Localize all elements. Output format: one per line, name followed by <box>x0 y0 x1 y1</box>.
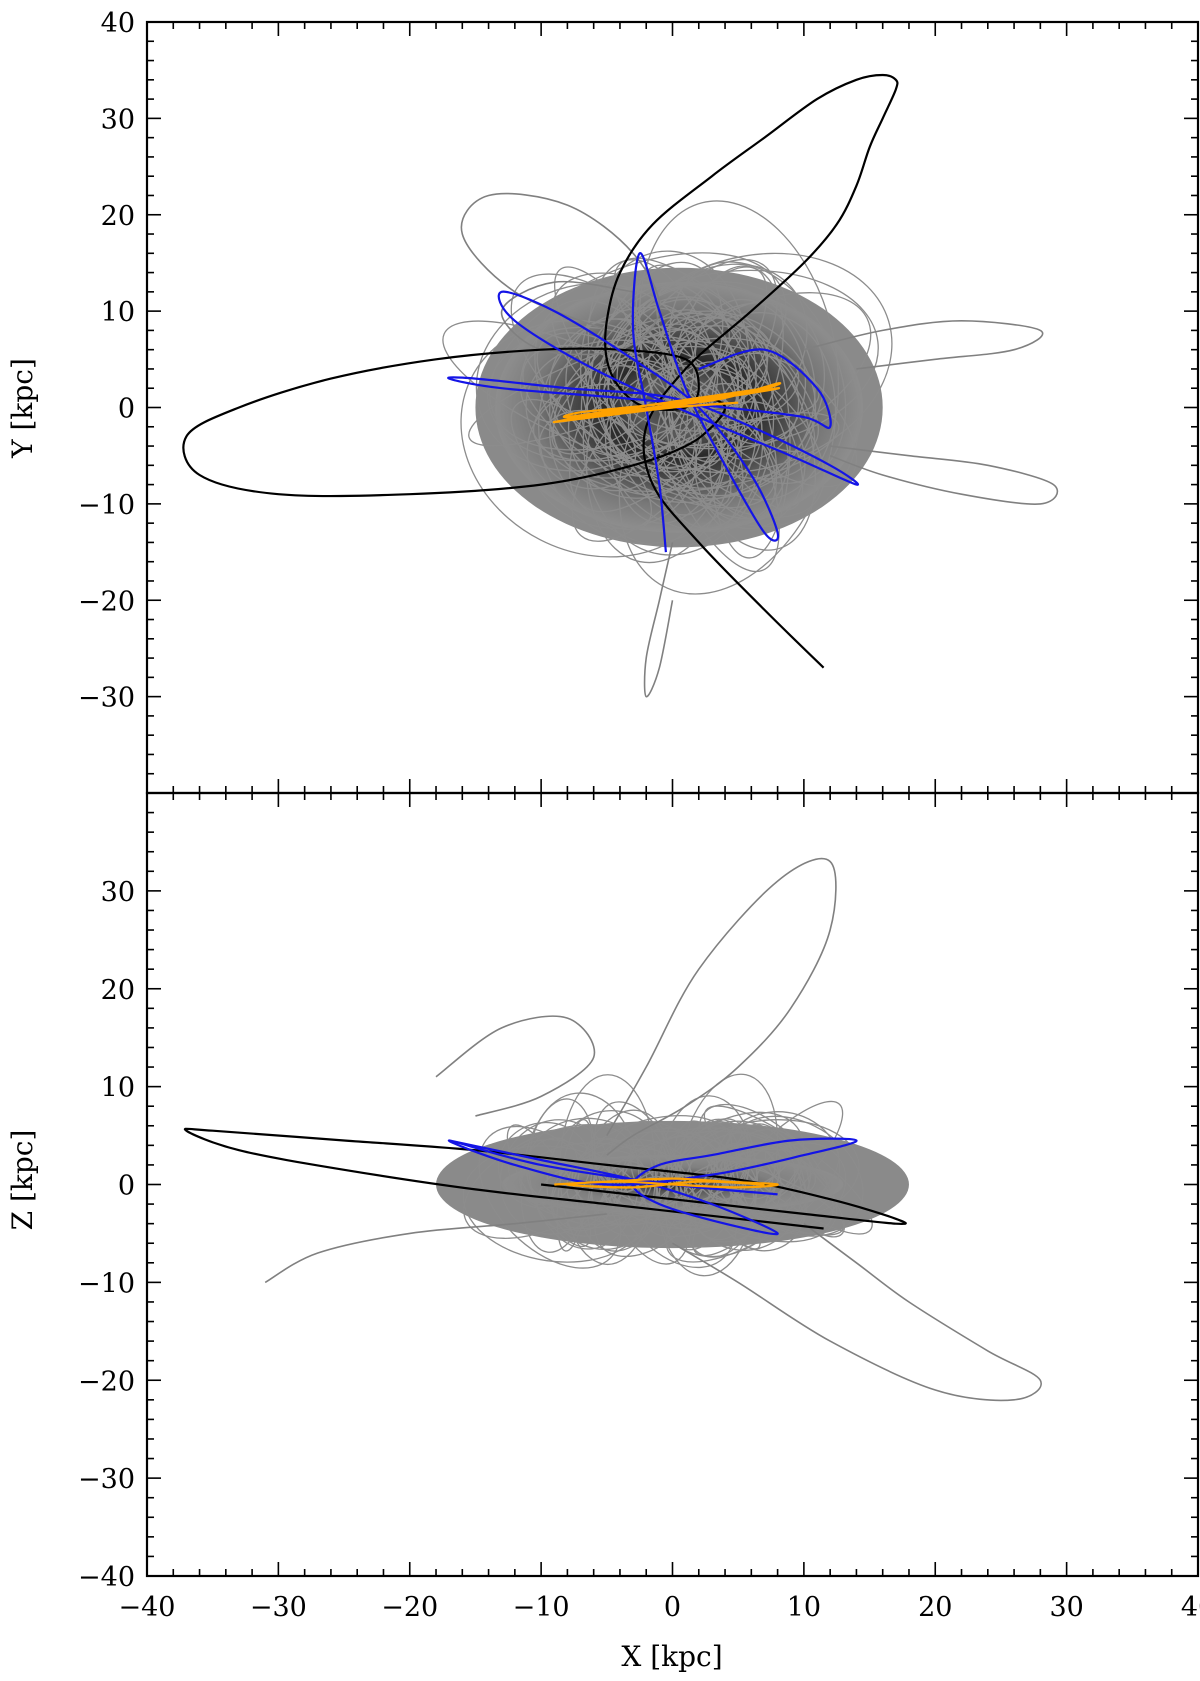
orbit-grey-top <box>803 319 1044 370</box>
background-orbit <box>629 292 872 459</box>
background-orbit <box>510 398 653 531</box>
x-tick-label: 30 <box>1049 1592 1083 1623</box>
y-tick-label: −20 <box>78 1366 135 1397</box>
orbit-grey-bot <box>606 857 837 1156</box>
y-tick-label: −40 <box>78 1562 135 1593</box>
y-tick-label: 30 <box>101 104 135 135</box>
x-tick-label: 20 <box>918 1592 952 1623</box>
axes-bottom: −40 −30 −20 −10 0 10 20 30 −40 −30 −20 −10 0 10 20 30 40 <box>78 791 1200 1623</box>
background-orbit <box>708 325 791 559</box>
orbit-black-bot <box>183 1127 907 1230</box>
x-tick-label: −30 <box>250 1592 307 1623</box>
y-axis-label-bottom: Z [kpc] <box>6 1130 39 1231</box>
background-orbit <box>616 263 808 447</box>
background-orbit <box>567 317 743 499</box>
background-orbit <box>666 317 817 551</box>
y-tick-label: 0 <box>118 394 135 425</box>
y-tick-label: 20 <box>101 975 135 1006</box>
background-orbit <box>607 252 893 474</box>
background-orbit <box>594 1135 718 1258</box>
axes-top: −30 −20 −10 0 10 20 30 40 <box>78 8 1200 795</box>
background-orbit <box>580 281 826 504</box>
orbit-blue-bot <box>448 1137 858 1236</box>
y-axis-label-top: Y [kpc] <box>6 358 39 459</box>
background-orbit <box>664 302 861 528</box>
x-axis-label: X [kpc] <box>621 1640 722 1673</box>
panel-bottom: −40 −30 −20 −10 0 10 20 30 −40 −30 −20 −10 0 10 20 30 40 <box>78 791 1200 1623</box>
x-tick-label: 10 <box>787 1592 821 1623</box>
orbit-grey-bot <box>672 1223 1042 1402</box>
x-tick-label: 40 <box>1181 1592 1200 1623</box>
x-tick-label: 0 <box>664 1592 681 1623</box>
orbits-bottom <box>183 857 1042 1402</box>
y-tick-label: 40 <box>101 8 135 39</box>
y-tick-label: −10 <box>78 490 135 521</box>
orbit-grey-top <box>643 542 674 698</box>
background-orbit <box>506 1124 592 1248</box>
background-orbit <box>475 282 695 472</box>
background-orbit <box>658 1120 749 1231</box>
orbit-blue-top <box>447 252 859 553</box>
y-tick-label: 20 <box>101 201 135 232</box>
orbits-top <box>182 73 1059 698</box>
orbit-grey-bot <box>264 1213 607 1284</box>
background-orbit <box>656 1111 804 1227</box>
x-tick-label: −10 <box>513 1592 570 1623</box>
background-orbit <box>698 1103 834 1234</box>
y-tick-label: −30 <box>78 1464 135 1495</box>
background-orbit <box>528 1092 640 1250</box>
panel-top: −30 −20 −10 0 10 20 30 40 <box>78 8 1200 795</box>
y-tick-label: 10 <box>101 297 135 328</box>
background-orbit <box>599 339 820 422</box>
x-tick-label: −40 <box>119 1592 176 1623</box>
background-orbit <box>586 261 724 464</box>
y-tick-label: 30 <box>101 877 135 908</box>
background-orbit <box>609 309 739 524</box>
background-orbit <box>593 1101 692 1265</box>
background-orbit <box>668 261 847 485</box>
y-tick-label: −10 <box>78 1268 135 1299</box>
background-orbit <box>497 1121 591 1209</box>
orbit-grey-bot <box>435 1015 596 1117</box>
orbit-grey-top <box>829 445 1059 505</box>
orbit-orange-top <box>552 381 782 424</box>
y-tick-label: 0 <box>118 1171 135 1202</box>
orbit-orange-bot <box>554 1177 779 1189</box>
background-orbit <box>694 401 806 530</box>
y-tick-label: −20 <box>78 586 135 617</box>
y-tick-label: −30 <box>78 683 135 714</box>
background-orbit <box>618 311 837 595</box>
x-tick-label: −20 <box>381 1592 438 1623</box>
y-tick-label: 10 <box>101 1073 135 1104</box>
background-orbit <box>630 1127 734 1220</box>
